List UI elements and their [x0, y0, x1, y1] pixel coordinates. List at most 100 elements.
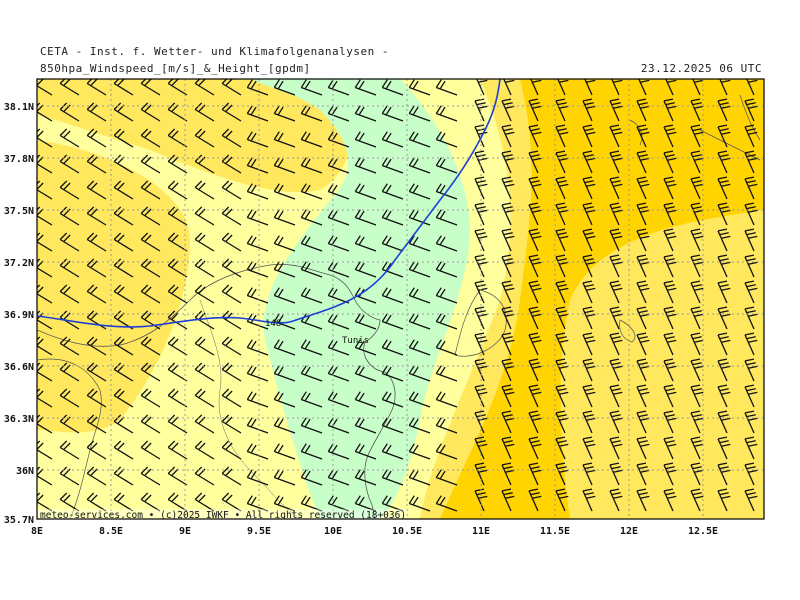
wind-barb [354, 209, 377, 226]
lon-label: 9.5E [247, 526, 271, 537]
wind-barb [636, 176, 650, 200]
wind-barb [273, 79, 296, 96]
wind-barb [663, 280, 677, 304]
wind-barb [609, 228, 623, 252]
wind-barb [113, 440, 134, 460]
wind-barb [354, 183, 377, 200]
wind-barb [555, 306, 569, 330]
wind-barb [86, 232, 107, 252]
wind-barb [140, 284, 161, 304]
sicily-coast-fragment [454, 289, 507, 357]
wind-barb [584, 79, 596, 96]
wind-barb [221, 154, 242, 174]
wind-barb [663, 488, 677, 512]
lon-label: 12E [620, 526, 638, 537]
wind-barb [744, 436, 758, 460]
wind-barb [408, 79, 431, 96]
wind-barb [300, 339, 323, 356]
wind-barb [611, 79, 623, 96]
wind-barb [474, 306, 488, 330]
wind-barb [663, 384, 677, 408]
wind-barb [663, 358, 677, 382]
wind-barb [140, 102, 161, 122]
wind-barb [744, 202, 758, 226]
wind-barb [140, 362, 161, 382]
wind-barb [609, 332, 623, 356]
wind-barb [37, 232, 53, 252]
wind-barb [140, 258, 161, 278]
wind-barb [273, 495, 296, 512]
wind-barb [582, 436, 596, 460]
wind-barb [37, 336, 53, 356]
wind-barb [609, 462, 623, 486]
wind-barb [503, 79, 515, 96]
wind-barb [113, 284, 134, 304]
wind-barb [86, 362, 107, 382]
wind-barb [609, 254, 623, 278]
wind-barb [354, 443, 377, 460]
latitude-labels: 38.1N 37.8N 37.5N 37.2N 36.9N 36.6N 36.3… [4, 102, 34, 526]
wind-barb [381, 313, 404, 330]
wind-barb [690, 410, 704, 434]
lat-label: 37.8N [4, 154, 34, 165]
wind-barb [113, 388, 134, 408]
wind-barb [690, 358, 704, 382]
wind-barb [582, 410, 596, 434]
wind-barb [246, 209, 269, 226]
wind-barb [555, 150, 569, 174]
wind-barb [140, 206, 161, 226]
copyright: meteo-services.com • (c)2025 IWKF • All … [40, 510, 406, 521]
wind-barb [354, 131, 377, 148]
wind-barb [300, 261, 323, 278]
wind-barb [638, 79, 650, 96]
wind-barb [354, 495, 377, 512]
wind-barb [717, 176, 731, 200]
wind-barb [476, 79, 488, 96]
wind-barb [140, 414, 161, 434]
wind-barb [528, 358, 542, 382]
wind-barb [474, 436, 488, 460]
wind-barb [167, 388, 188, 408]
wind-barb [221, 102, 242, 122]
wind-barb [528, 176, 542, 200]
wind-barb [59, 492, 80, 512]
wind-barb [582, 150, 596, 174]
wind-barb [474, 462, 488, 486]
wind-barb [435, 79, 458, 96]
wind-barb [86, 180, 107, 200]
wind-barb [744, 358, 758, 382]
wind-barb [140, 180, 161, 200]
wind-barb [381, 391, 404, 408]
wind-barb [86, 128, 107, 148]
wind-barb [221, 79, 242, 96]
wind-barb [194, 492, 215, 512]
wind-barb [528, 202, 542, 226]
wind-barb [501, 384, 515, 408]
wind-barb [609, 306, 623, 330]
wind-barb [381, 235, 404, 252]
wind-barb [221, 310, 242, 330]
wind-barb [113, 336, 134, 356]
wind-barb [690, 306, 704, 330]
wind-barb [354, 391, 377, 408]
wind-barb [582, 254, 596, 278]
wind-barb [501, 176, 515, 200]
wind-barb [435, 183, 458, 200]
wind-barb [327, 443, 350, 460]
wind-barb [555, 488, 569, 512]
wind-barb [408, 157, 431, 174]
wind-barb [167, 180, 188, 200]
wind-barb [37, 440, 53, 460]
wind-barb [717, 202, 731, 226]
wind-barb [221, 466, 242, 486]
wind-barb [86, 388, 107, 408]
wind-barb [221, 180, 242, 200]
wind-barb [273, 183, 296, 200]
wind-barb [221, 284, 242, 304]
wind-barb [221, 440, 242, 460]
lat-label: 35.7N [4, 515, 34, 526]
wind-barb [717, 358, 731, 382]
wind-barb [555, 358, 569, 382]
wind-barb [408, 313, 431, 330]
wind-barb [501, 254, 515, 278]
